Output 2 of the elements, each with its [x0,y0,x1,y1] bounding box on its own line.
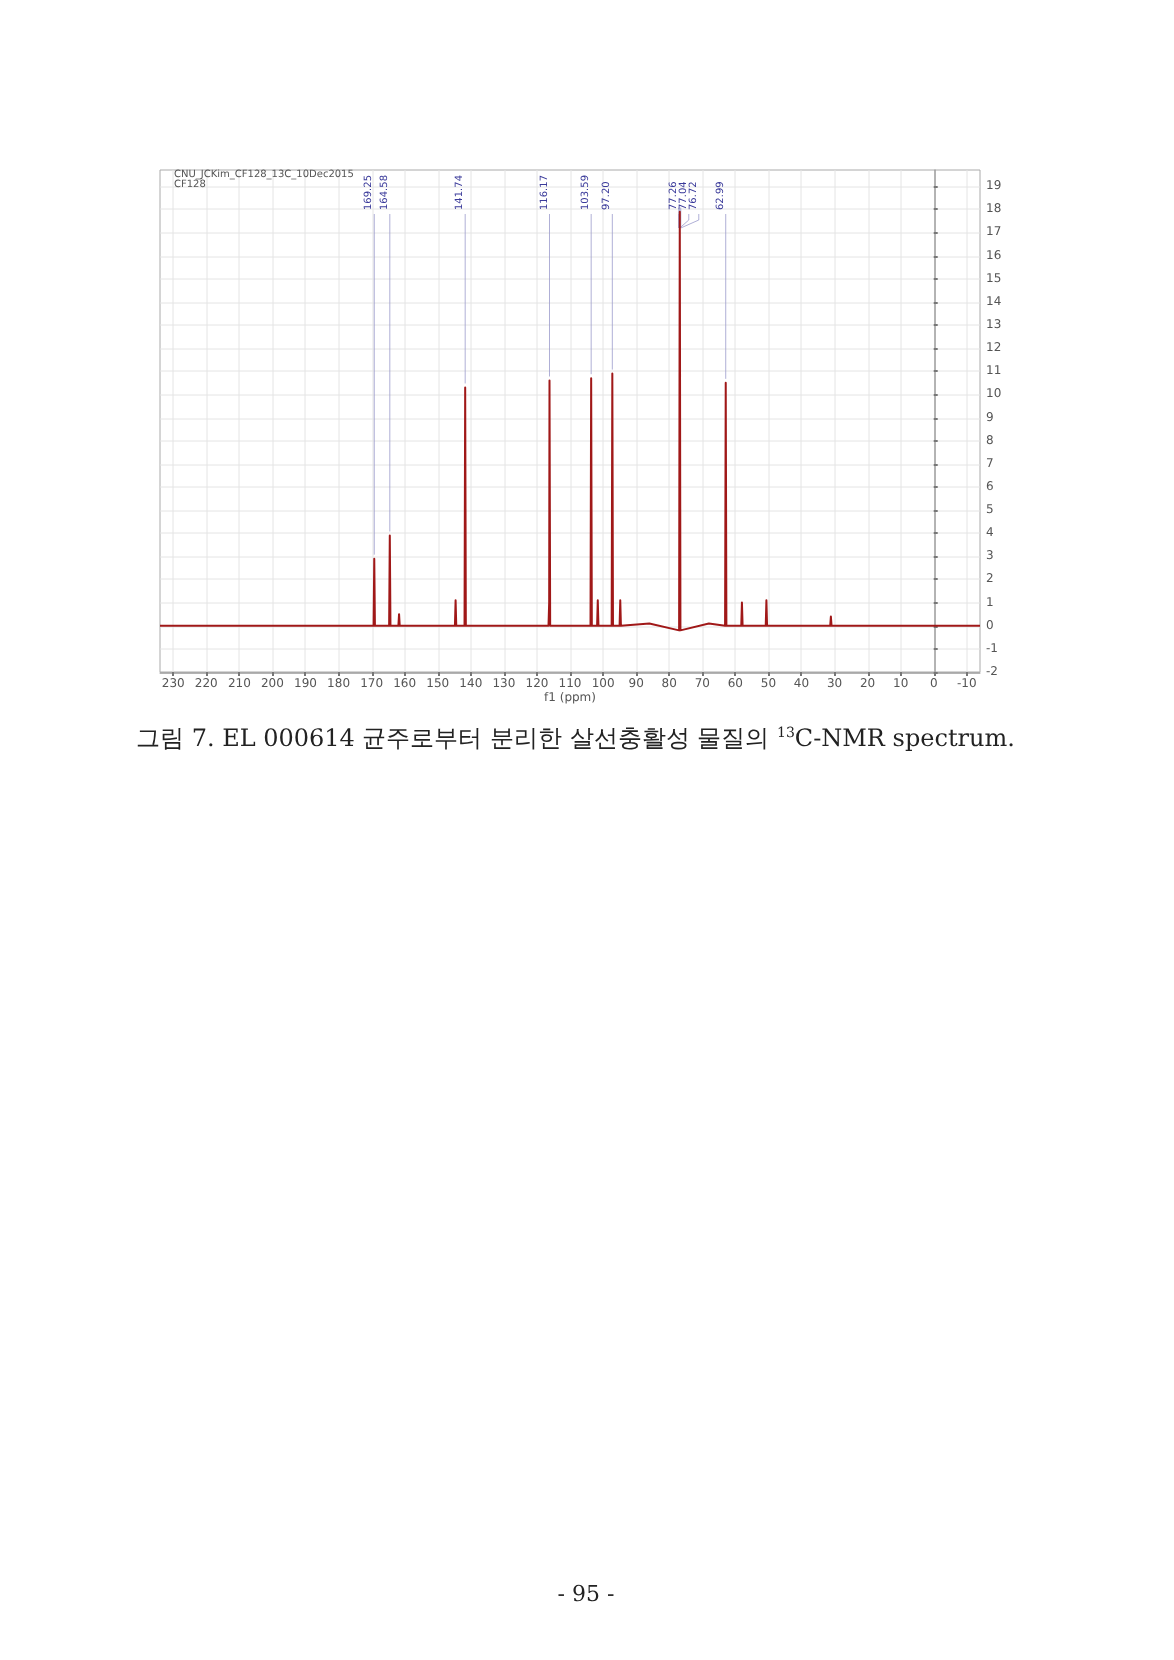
line-series [159,210,981,632]
text: - 95 - [557,1581,615,1607]
